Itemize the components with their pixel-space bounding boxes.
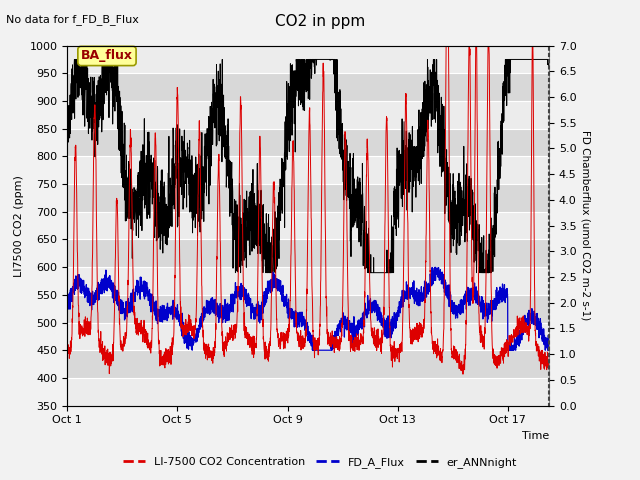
Bar <box>67 212 549 240</box>
Bar <box>67 323 549 350</box>
Bar <box>67 184 549 212</box>
Y-axis label: LI7500 CO2 (ppm): LI7500 CO2 (ppm) <box>14 175 24 276</box>
Bar <box>67 240 549 267</box>
Bar <box>67 295 549 323</box>
Bar <box>67 267 549 295</box>
Legend: LI-7500 CO2 Concentration, FD_A_Flux, er_ANNnight: LI-7500 CO2 Concentration, FD_A_Flux, er… <box>118 452 522 472</box>
Bar <box>67 73 549 101</box>
Bar <box>67 156 549 184</box>
Bar <box>67 129 549 156</box>
Text: BA_flux: BA_flux <box>81 49 133 62</box>
Bar <box>67 101 549 129</box>
X-axis label: Time: Time <box>522 431 549 441</box>
Text: CO2 in ppm: CO2 in ppm <box>275 14 365 29</box>
Bar <box>67 350 549 378</box>
Text: No data for f_FD_B_Flux: No data for f_FD_B_Flux <box>6 14 140 25</box>
Bar <box>67 46 549 73</box>
Y-axis label: FD Chamberflux (umol CO2 m-2 s-1): FD Chamberflux (umol CO2 m-2 s-1) <box>580 131 591 321</box>
Bar <box>67 378 549 406</box>
